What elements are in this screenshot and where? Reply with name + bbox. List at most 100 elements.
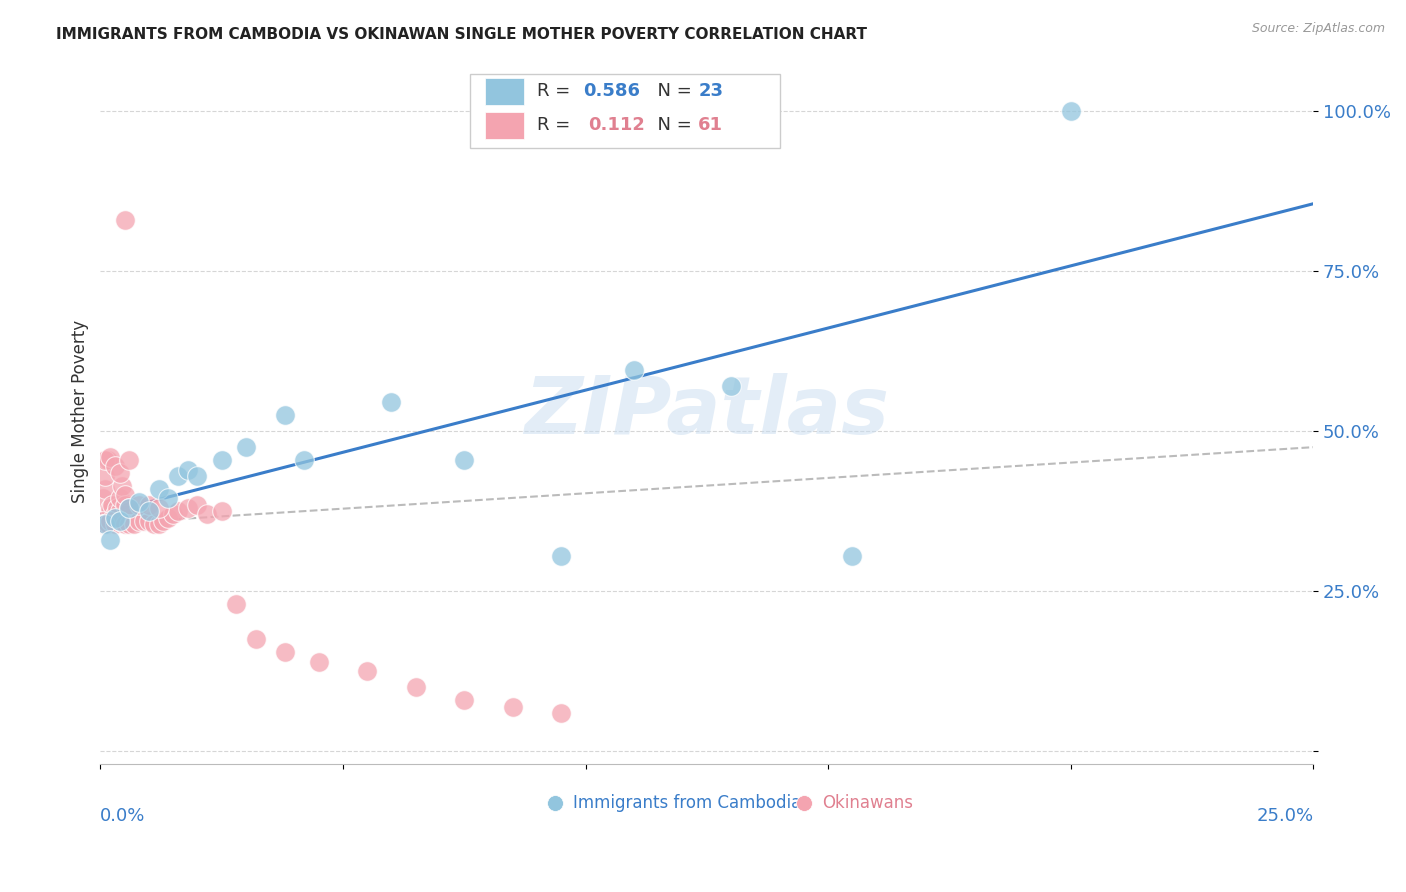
Text: R =: R = — [537, 117, 582, 135]
Text: 0.586: 0.586 — [583, 82, 640, 101]
Point — [105, 501, 128, 516]
Point — [453, 453, 475, 467]
Point — [108, 466, 131, 480]
Point — [176, 501, 198, 516]
Point — [104, 508, 127, 522]
Point — [148, 516, 170, 531]
Point — [148, 501, 170, 516]
Text: N =: N = — [647, 117, 697, 135]
Point — [195, 508, 218, 522]
Point — [108, 514, 131, 528]
Point — [104, 510, 127, 524]
Point — [176, 462, 198, 476]
Text: 23: 23 — [699, 82, 723, 101]
Text: Okinawans: Okinawans — [823, 794, 912, 812]
Point — [132, 514, 155, 528]
Point — [108, 514, 131, 528]
Point — [97, 516, 120, 531]
Point — [118, 501, 141, 516]
Point — [245, 632, 267, 647]
Point — [118, 516, 141, 531]
Point — [167, 469, 190, 483]
Point — [104, 516, 127, 531]
Point — [104, 510, 127, 524]
Text: 0.0%: 0.0% — [100, 806, 146, 824]
Point — [142, 516, 165, 531]
Point — [308, 655, 330, 669]
Point — [93, 516, 115, 531]
Text: R =: R = — [537, 82, 576, 101]
Point — [292, 453, 315, 467]
Point — [138, 504, 160, 518]
FancyBboxPatch shape — [485, 112, 523, 139]
Text: N =: N = — [647, 82, 697, 101]
Point — [720, 379, 742, 393]
Point — [98, 504, 121, 518]
Point — [94, 516, 117, 531]
Point — [211, 453, 233, 467]
Point — [128, 494, 150, 508]
Point — [623, 363, 645, 377]
Point — [380, 395, 402, 409]
Point — [274, 408, 297, 422]
Point — [98, 514, 121, 528]
Point — [1060, 103, 1083, 118]
Y-axis label: Single Mother Poverty: Single Mother Poverty — [72, 320, 89, 503]
Point — [108, 491, 131, 506]
Point — [101, 498, 124, 512]
Point — [97, 453, 120, 467]
Point — [90, 516, 112, 531]
Point — [550, 549, 572, 563]
Text: ZIPatlas: ZIPatlas — [524, 373, 890, 451]
Point — [118, 510, 141, 524]
Text: Source: ZipAtlas.com: Source: ZipAtlas.com — [1251, 22, 1385, 36]
Point — [148, 482, 170, 496]
Text: 25.0%: 25.0% — [1256, 806, 1313, 824]
Point — [138, 514, 160, 528]
Text: Immigrants from Cambodia: Immigrants from Cambodia — [574, 794, 801, 812]
Point — [111, 478, 134, 492]
Point — [186, 469, 208, 483]
Point — [114, 516, 136, 531]
Point — [138, 498, 160, 512]
Text: 61: 61 — [699, 117, 723, 135]
Point — [104, 459, 127, 474]
Point — [91, 516, 114, 531]
Point — [118, 504, 141, 518]
Point — [453, 693, 475, 707]
Point — [90, 514, 112, 528]
FancyBboxPatch shape — [470, 74, 779, 148]
Point — [235, 440, 257, 454]
Point — [94, 482, 117, 496]
Point — [114, 498, 136, 512]
Point — [98, 450, 121, 464]
Point — [356, 665, 378, 679]
Point — [98, 501, 121, 516]
Point — [114, 212, 136, 227]
FancyBboxPatch shape — [485, 78, 523, 104]
Point — [841, 549, 863, 563]
Point — [225, 597, 247, 611]
Point — [167, 504, 190, 518]
Point — [124, 516, 146, 531]
Point — [550, 706, 572, 720]
Point — [94, 516, 117, 531]
Point — [128, 514, 150, 528]
Point — [502, 699, 524, 714]
Point — [186, 498, 208, 512]
Point — [157, 491, 180, 506]
Point — [274, 645, 297, 659]
Point — [211, 504, 233, 518]
Text: IMMIGRANTS FROM CAMBODIA VS OKINAWAN SINGLE MOTHER POVERTY CORRELATION CHART: IMMIGRANTS FROM CAMBODIA VS OKINAWAN SIN… — [56, 27, 868, 42]
Point — [128, 498, 150, 512]
Point — [157, 510, 180, 524]
Point — [91, 491, 114, 506]
Point — [108, 504, 131, 518]
Point — [405, 681, 427, 695]
Point — [94, 469, 117, 483]
Point — [94, 453, 117, 467]
Point — [162, 508, 184, 522]
Point — [118, 453, 141, 467]
Point — [152, 514, 174, 528]
Text: 0.112: 0.112 — [588, 117, 645, 135]
